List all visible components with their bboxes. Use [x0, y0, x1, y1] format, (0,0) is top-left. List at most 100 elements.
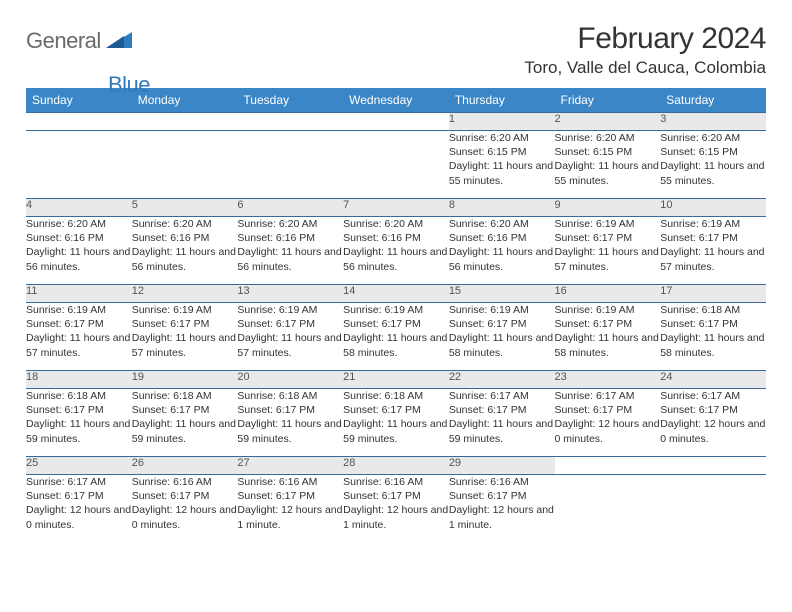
- title-block: February 2024 Toro, Valle del Cauca, Col…: [524, 22, 766, 78]
- daylight-text: Daylight: 11 hours and 59 minutes.: [132, 417, 238, 445]
- sunset-text: Sunset: 6:17 PM: [449, 403, 555, 417]
- sunrise-text: Sunrise: 6:18 AM: [237, 389, 343, 403]
- day-number-cell: [660, 457, 766, 475]
- day-info-cell: Sunrise: 6:17 AMSunset: 6:17 PMDaylight:…: [26, 475, 132, 543]
- day-info-cell: Sunrise: 6:19 AMSunset: 6:17 PMDaylight:…: [237, 303, 343, 371]
- day-info-row: Sunrise: 6:20 AMSunset: 6:15 PMDaylight:…: [26, 131, 766, 199]
- sunrise-text: Sunrise: 6:19 AM: [343, 303, 449, 317]
- sunset-text: Sunset: 6:16 PM: [237, 231, 343, 245]
- day-info-cell: [132, 131, 238, 199]
- sunrise-text: Sunrise: 6:19 AM: [132, 303, 238, 317]
- day-number-cell: [555, 457, 661, 475]
- sunrise-text: Sunrise: 6:20 AM: [660, 131, 766, 145]
- day-number-cell: 16: [555, 285, 661, 303]
- location-text: Toro, Valle del Cauca, Colombia: [524, 58, 766, 78]
- day-info-cell: Sunrise: 6:19 AMSunset: 6:17 PMDaylight:…: [132, 303, 238, 371]
- day-number-cell: 24: [660, 371, 766, 389]
- daylight-text: Daylight: 12 hours and 0 minutes.: [660, 417, 766, 445]
- sunrise-text: Sunrise: 6:19 AM: [660, 217, 766, 231]
- daylight-text: Daylight: 11 hours and 58 minutes.: [343, 331, 449, 359]
- day-info-cell: [343, 131, 449, 199]
- day-info-cell: Sunrise: 6:16 AMSunset: 6:17 PMDaylight:…: [449, 475, 555, 543]
- sunrise-text: Sunrise: 6:18 AM: [132, 389, 238, 403]
- day-info-cell: Sunrise: 6:16 AMSunset: 6:17 PMDaylight:…: [343, 475, 449, 543]
- day-number-cell: 18: [26, 371, 132, 389]
- day-number-cell: 21: [343, 371, 449, 389]
- sunrise-text: Sunrise: 6:18 AM: [660, 303, 766, 317]
- day-info-cell: Sunrise: 6:16 AMSunset: 6:17 PMDaylight:…: [132, 475, 238, 543]
- sunset-text: Sunset: 6:17 PM: [449, 489, 555, 503]
- daylight-text: Daylight: 11 hours and 59 minutes.: [449, 417, 555, 445]
- daylight-text: Daylight: 11 hours and 58 minutes.: [555, 331, 661, 359]
- sunset-text: Sunset: 6:17 PM: [555, 403, 661, 417]
- daylight-text: Daylight: 11 hours and 55 minutes.: [555, 159, 661, 187]
- sunset-text: Sunset: 6:16 PM: [26, 231, 132, 245]
- sunset-text: Sunset: 6:17 PM: [660, 231, 766, 245]
- day-info-row: Sunrise: 6:20 AMSunset: 6:16 PMDaylight:…: [26, 217, 766, 285]
- sunset-text: Sunset: 6:16 PM: [132, 231, 238, 245]
- sunset-text: Sunset: 6:17 PM: [237, 489, 343, 503]
- daylight-text: Daylight: 11 hours and 56 minutes.: [237, 245, 343, 273]
- sunset-text: Sunset: 6:15 PM: [555, 145, 661, 159]
- day-header: Wednesday: [343, 88, 449, 113]
- sunset-text: Sunset: 6:15 PM: [449, 145, 555, 159]
- day-number-cell: 11: [26, 285, 132, 303]
- day-info-cell: Sunrise: 6:19 AMSunset: 6:17 PMDaylight:…: [660, 217, 766, 285]
- day-header: Tuesday: [237, 88, 343, 113]
- day-number-cell: 27: [237, 457, 343, 475]
- day-info-cell: [26, 131, 132, 199]
- day-number-cell: 3: [660, 113, 766, 131]
- day-info-cell: [555, 475, 661, 543]
- day-info-cell: Sunrise: 6:17 AMSunset: 6:17 PMDaylight:…: [660, 389, 766, 457]
- day-number-cell: [343, 113, 449, 131]
- day-info-cell: Sunrise: 6:19 AMSunset: 6:17 PMDaylight:…: [449, 303, 555, 371]
- daylight-text: Daylight: 11 hours and 58 minutes.: [660, 331, 766, 359]
- day-info-cell: Sunrise: 6:19 AMSunset: 6:17 PMDaylight:…: [26, 303, 132, 371]
- daylight-text: Daylight: 12 hours and 1 minute.: [343, 503, 449, 531]
- logo-text-blue: Blue: [108, 72, 150, 98]
- day-header: Thursday: [449, 88, 555, 113]
- day-info-cell: Sunrise: 6:20 AMSunset: 6:16 PMDaylight:…: [343, 217, 449, 285]
- daylight-text: Daylight: 11 hours and 59 minutes.: [343, 417, 449, 445]
- daylight-text: Daylight: 11 hours and 59 minutes.: [26, 417, 132, 445]
- day-number-cell: 26: [132, 457, 238, 475]
- sunset-text: Sunset: 6:17 PM: [660, 403, 766, 417]
- month-title: February 2024: [524, 22, 766, 56]
- day-header: Friday: [555, 88, 661, 113]
- sunset-text: Sunset: 6:17 PM: [132, 317, 238, 331]
- day-info-cell: Sunrise: 6:19 AMSunset: 6:17 PMDaylight:…: [343, 303, 449, 371]
- day-number-cell: 17: [660, 285, 766, 303]
- sunrise-text: Sunrise: 6:19 AM: [237, 303, 343, 317]
- sunset-text: Sunset: 6:17 PM: [237, 317, 343, 331]
- day-number-cell: 22: [449, 371, 555, 389]
- sunset-text: Sunset: 6:16 PM: [449, 231, 555, 245]
- day-number-cell: 19: [132, 371, 238, 389]
- day-number-cell: 13: [237, 285, 343, 303]
- sunrise-text: Sunrise: 6:16 AM: [449, 475, 555, 489]
- sunrise-text: Sunrise: 6:19 AM: [555, 303, 661, 317]
- sunrise-text: Sunrise: 6:17 AM: [660, 389, 766, 403]
- daylight-text: Daylight: 11 hours and 55 minutes.: [660, 159, 766, 187]
- day-info-cell: Sunrise: 6:18 AMSunset: 6:17 PMDaylight:…: [237, 389, 343, 457]
- sunset-text: Sunset: 6:17 PM: [26, 403, 132, 417]
- daylight-text: Daylight: 11 hours and 57 minutes.: [660, 245, 766, 273]
- day-number-cell: 23: [555, 371, 661, 389]
- sunset-text: Sunset: 6:17 PM: [343, 317, 449, 331]
- daylight-text: Daylight: 11 hours and 57 minutes.: [555, 245, 661, 273]
- day-number-cell: 5: [132, 199, 238, 217]
- sunrise-text: Sunrise: 6:19 AM: [449, 303, 555, 317]
- sunrise-text: Sunrise: 6:20 AM: [555, 131, 661, 145]
- sunrise-text: Sunrise: 6:19 AM: [26, 303, 132, 317]
- day-number-cell: 14: [343, 285, 449, 303]
- sunrise-text: Sunrise: 6:18 AM: [26, 389, 132, 403]
- sunset-text: Sunset: 6:16 PM: [343, 231, 449, 245]
- day-number-cell: [237, 113, 343, 131]
- day-info-cell: Sunrise: 6:20 AMSunset: 6:15 PMDaylight:…: [660, 131, 766, 199]
- day-number-cell: 4: [26, 199, 132, 217]
- sunrise-text: Sunrise: 6:17 AM: [555, 389, 661, 403]
- day-number-cell: 1: [449, 113, 555, 131]
- sunrise-text: Sunrise: 6:16 AM: [132, 475, 238, 489]
- sunrise-text: Sunrise: 6:20 AM: [237, 217, 343, 231]
- day-number-cell: [26, 113, 132, 131]
- day-number-cell: 2: [555, 113, 661, 131]
